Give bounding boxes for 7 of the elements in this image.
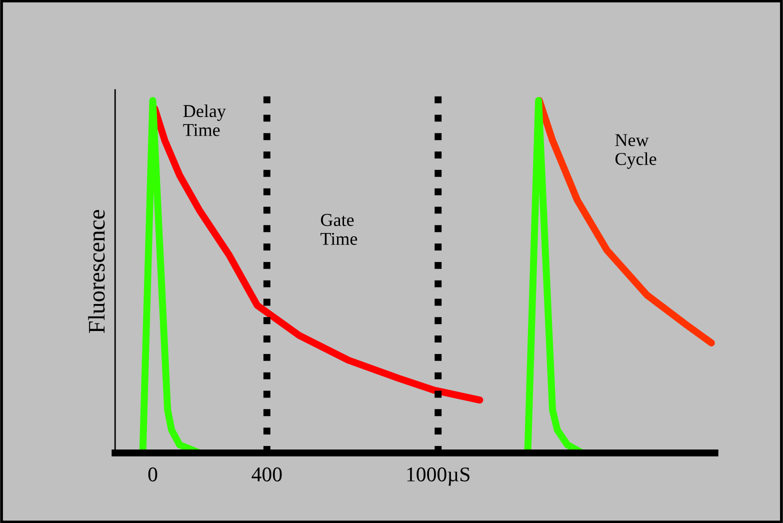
- y-axis-title: Fluorescence: [88, 210, 105, 334]
- annotation: Gate Time: [320, 214, 358, 245]
- x-tick-label: 1000µS: [407, 467, 470, 486]
- annotation: New Cycle: [615, 134, 656, 169]
- x-tick-label: 400: [252, 467, 282, 482]
- annotation: Delay Time: [183, 104, 226, 136]
- x-tick-label: 0: [148, 467, 158, 482]
